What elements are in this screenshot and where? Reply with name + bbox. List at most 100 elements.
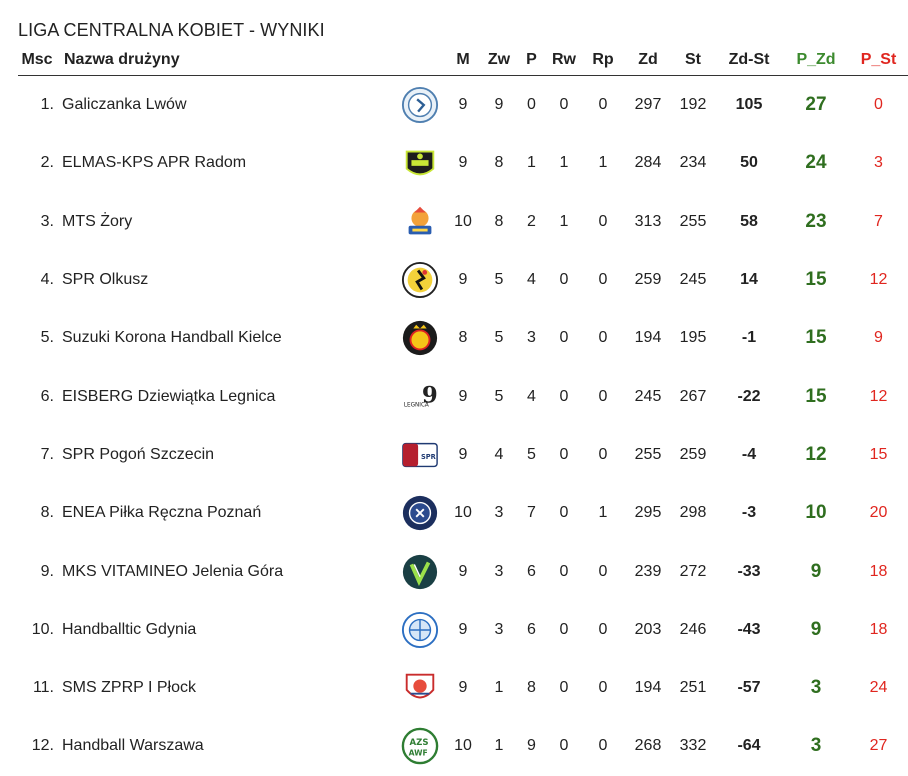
pogon-crest-icon: SPR <box>401 436 439 474</box>
losses-after-penalties-cell: 0 <box>598 445 608 463</box>
losses-after-penalties-cell: 0 <box>598 212 608 230</box>
wins-cell: 4 <box>494 445 504 463</box>
goal-difference-cell: -1 <box>741 329 757 347</box>
korona-crest-icon <box>401 319 439 357</box>
goals-scored-cell: 245 <box>634 387 662 405</box>
table-row: 10. Handballtic Gdynia 9 3 6 0 0 203 246 -43 9 18 <box>18 601 908 659</box>
losses-cell: 4 <box>527 271 536 289</box>
matches-cell: 8 <box>458 329 468 347</box>
goals-conceded-cell: 332 <box>679 737 707 755</box>
team-logo-cell <box>396 601 444 659</box>
goal-difference-cell: -4 <box>741 445 757 463</box>
table-row: 7. SPR Pogoń Szczecin SPR 9 4 5 0 0 255 259 -4 12 15 <box>18 426 908 484</box>
points-cell: 9 <box>810 618 822 640</box>
goals-conceded-cell: 255 <box>679 212 707 230</box>
points-cell: 27 <box>805 94 827 116</box>
losses-after-penalties-cell: 0 <box>598 620 608 638</box>
goals-scored-cell: 255 <box>634 445 662 463</box>
team-name-cell: SMS ZPRP I Płock <box>62 679 196 697</box>
svg-text:AZS: AZS <box>410 738 429 748</box>
zory-crest-icon <box>401 203 439 241</box>
team-name-cell: Handballtic Gdynia <box>62 620 197 638</box>
goal-difference-cell: -22 <box>737 387 761 405</box>
team-name-cell: MKS VITAMINEO Jelenia Góra <box>62 562 284 580</box>
losses-cell: 6 <box>527 620 536 638</box>
points-cell: 15 <box>805 385 827 407</box>
header-zw: Zw <box>482 45 516 76</box>
wins-after-penalties-cell: 1 <box>559 212 569 230</box>
jelenia-crest-icon <box>401 553 439 591</box>
goals-scored-cell: 295 <box>634 504 662 522</box>
points-cell: 3 <box>810 677 822 699</box>
team-logo-cell <box>396 251 444 309</box>
lost-points-cell: 24 <box>869 679 888 697</box>
points-cell: 24 <box>805 152 827 174</box>
losses-cell: 7 <box>527 504 536 522</box>
goals-scored-cell: 313 <box>634 212 662 230</box>
goals-scored-cell: 194 <box>634 329 662 347</box>
goal-difference-cell: 50 <box>740 154 758 172</box>
losses-cell: 3 <box>527 329 536 347</box>
standings-table: Msc Nazwa drużyny M Zw P Rw Rp Zd St Zd-… <box>18 45 908 776</box>
table-row: 6. EISBERG Dziewiątka Legnica 9 LEGNICA 9 5 4 0… <box>18 367 908 425</box>
position-cell: 11. <box>32 679 54 697</box>
wins-cell: 1 <box>494 737 504 755</box>
lost-points-cell: 18 <box>869 562 888 580</box>
wins-cell: 3 <box>494 562 504 580</box>
goal-difference-cell: -57 <box>737 679 761 697</box>
team-logo-cell <box>396 309 444 367</box>
team-logo-cell <box>396 134 444 192</box>
losses-after-penalties-cell: 0 <box>598 679 608 697</box>
gdynia-crest-icon <box>401 611 439 649</box>
wins-after-penalties-cell: 1 <box>559 154 569 172</box>
wins-cell: 8 <box>494 212 504 230</box>
wins-after-penalties-cell: 0 <box>559 679 569 697</box>
team-name-cell: ELMAS-KPS APR Radom <box>62 154 247 172</box>
olkusz-crest-icon <box>401 261 439 299</box>
warszawa-crest-icon: AZS AWF <box>401 727 439 765</box>
table-header-row: Msc Nazwa drużyny M Zw P Rw Rp Zd St Zd-… <box>18 45 908 76</box>
team-name-cell: EISBERG Dziewiątka Legnica <box>62 387 276 405</box>
points-cell: 12 <box>805 443 827 465</box>
losses-after-penalties-cell: 0 <box>598 329 608 347</box>
lost-points-cell: 20 <box>869 504 888 522</box>
wins-cell: 8 <box>494 154 504 172</box>
points-cell: 23 <box>805 210 827 232</box>
points-cell: 15 <box>805 269 827 291</box>
points-cell: 9 <box>810 560 822 582</box>
wins-cell: 5 <box>494 387 504 405</box>
losses-cell: 9 <box>527 737 536 755</box>
position-cell: 4. <box>40 271 54 289</box>
team-logo-cell <box>396 659 444 717</box>
lost-points-cell: 9 <box>874 329 883 347</box>
plock-crest-icon <box>401 669 439 707</box>
goals-conceded-cell: 195 <box>679 329 707 347</box>
header-st: St <box>671 45 715 76</box>
wins-after-penalties-cell: 0 <box>559 271 569 289</box>
wins-after-penalties-cell: 0 <box>559 329 569 347</box>
goal-difference-cell: -33 <box>737 562 761 580</box>
lost-points-cell: 3 <box>874 154 883 172</box>
goals-conceded-cell: 259 <box>679 445 707 463</box>
header-m: M <box>444 45 482 76</box>
position-cell: 3. <box>40 212 54 230</box>
position-cell: 10. <box>31 620 54 638</box>
goals-scored-cell: 259 <box>634 271 662 289</box>
header-pzd: P_Zd <box>783 45 849 76</box>
lost-points-cell: 27 <box>869 737 888 755</box>
points-cell: 10 <box>805 502 827 524</box>
wins-after-penalties-cell: 0 <box>559 562 569 580</box>
table-row: 11. SMS ZPRP I Płock 9 1 8 0 0 194 251 -57 3 24 <box>18 659 908 717</box>
position-cell: 7. <box>40 445 54 463</box>
goals-conceded-cell: 267 <box>679 387 707 405</box>
goals-scored-cell: 194 <box>634 679 662 697</box>
matches-cell: 9 <box>458 620 468 638</box>
position-cell: 9. <box>40 562 54 580</box>
goals-conceded-cell: 234 <box>679 154 707 172</box>
header-logo <box>396 45 444 76</box>
team-name-cell: MTS Żory <box>62 212 133 230</box>
header-msc: Msc <box>18 45 56 76</box>
svg-text:9: 9 <box>422 382 438 408</box>
wins-cell: 3 <box>494 504 504 522</box>
position-cell: 12. <box>31 737 54 755</box>
